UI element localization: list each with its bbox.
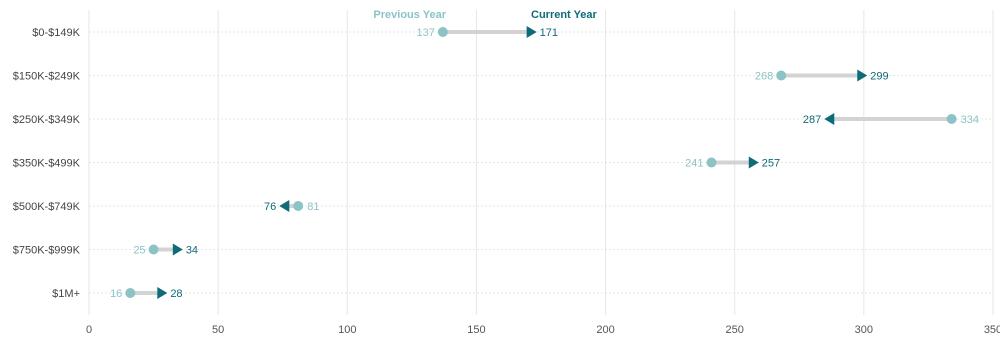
previous-year-value-label: 25: [133, 245, 145, 257]
y-axis-categories: $0-$149K $150K-$249K $250K-$349K $350K-$499…: [13, 27, 81, 300]
previous-year-value-label: 16: [110, 288, 122, 300]
x-tick-label: 250: [726, 324, 744, 336]
category-label: $350K-$499K: [13, 158, 81, 170]
current-year-arrow[interactable]: [157, 287, 168, 299]
previous-year-value-label: 137: [416, 27, 434, 39]
grid: [88, 10, 994, 315]
x-tick-label: 0: [86, 324, 92, 336]
previous-year-value-label: 241: [685, 158, 703, 170]
previous-year-point[interactable]: [706, 157, 717, 168]
current-year-value-label: 76: [264, 201, 276, 213]
previous-year-point[interactable]: [293, 201, 304, 211]
legend: Previous Year Current Year: [373, 9, 597, 21]
category-label: $0-$149K: [32, 27, 80, 39]
x-tick-label: 200: [596, 324, 614, 336]
x-tick-label: 300: [855, 324, 873, 336]
current-year-value-label: 28: [170, 288, 182, 300]
x-tick-label: 50: [212, 324, 224, 336]
current-year-arrow[interactable]: [748, 156, 759, 169]
current-year-value-label: 299: [870, 71, 888, 83]
previous-year-point[interactable]: [148, 244, 159, 255]
current-year-arrow[interactable]: [279, 200, 290, 212]
current-year-value-label: 171: [540, 27, 558, 39]
legend-previous-year[interactable]: Previous Year: [373, 9, 446, 21]
current-year-arrow[interactable]: [172, 243, 183, 256]
previous-year-point[interactable]: [125, 288, 136, 298]
current-year-value-label: 257: [762, 158, 780, 170]
current-year-value-label: 34: [186, 245, 198, 257]
previous-year-point[interactable]: [437, 27, 448, 37]
category-label: $1M+: [52, 288, 80, 300]
x-tick-label: 150: [467, 324, 485, 336]
previous-year-point[interactable]: [776, 70, 787, 81]
category-label: $150K-$249K: [13, 71, 81, 83]
x-axis: 0 50 100 150 200 250 300 350: [86, 324, 1000, 336]
previous-year-value-label: 268: [755, 71, 773, 83]
current-year-arrow[interactable]: [526, 26, 537, 38]
data-marks: 137 171 268 299 334 287 241 257 81 76 25 34 16 28: [110, 26, 979, 300]
current-year-arrow[interactable]: [857, 69, 868, 82]
category-label: $250K-$349K: [13, 114, 81, 126]
x-tick-label: 100: [338, 324, 356, 336]
current-year-value-label: 287: [803, 114, 821, 126]
previous-year-value-label: 81: [307, 201, 319, 213]
current-year-arrow[interactable]: [824, 113, 835, 125]
previous-year-point[interactable]: [946, 114, 957, 124]
x-tick-label: 350: [984, 324, 1000, 336]
legend-current-year[interactable]: Current Year: [531, 9, 598, 21]
category-label: $500K-$749K: [13, 201, 81, 213]
category-label: $750K-$999K: [13, 245, 81, 257]
previous-year-value-label: 334: [961, 114, 979, 126]
